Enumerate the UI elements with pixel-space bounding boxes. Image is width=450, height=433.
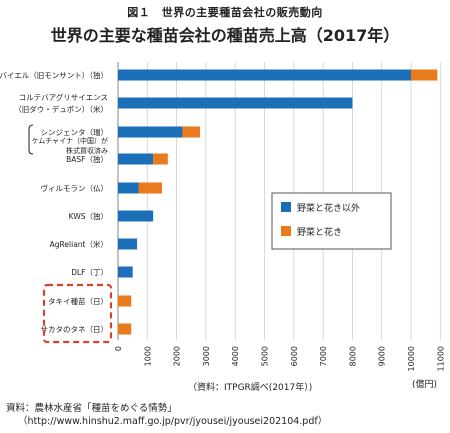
- x-tick-label: 8000: [348, 346, 357, 366]
- bar-non-vegetable: [118, 97, 353, 109]
- category-label: DLF（丁）: [71, 268, 108, 277]
- figure-caption: 図１ 世界の主要種苗会社の販売動向: [127, 6, 323, 19]
- category-label: AgReliant（米）: [50, 239, 108, 249]
- x-tick-label: 10000: [407, 346, 416, 371]
- unit-label: (億円): [412, 378, 437, 390]
- source-line-1: 資料：農林水産省「種苗をめぐる情勢」: [6, 403, 177, 414]
- bar-vegetable: [118, 295, 132, 307]
- annotation-bracket: [28, 124, 34, 155]
- x-tick-label: 9000: [378, 346, 387, 366]
- bar-non-vegetable: [118, 153, 154, 165]
- bar-vegetable: [411, 69, 438, 81]
- bar-non-vegetable: [118, 126, 183, 138]
- data-note: （資料：ITPGR調べ(2017年）): [188, 381, 312, 393]
- x-tick-label: 6000: [290, 346, 299, 366]
- annotation-text: ケムチャイナ（中国）が: [32, 136, 108, 145]
- x-tick-label: 7000: [319, 346, 328, 366]
- category-label: BASF（独）: [66, 154, 108, 164]
- bar-non-vegetable: [118, 69, 411, 81]
- source-block: 資料：農林水産省「種苗をめぐる情勢」 （http://www.hinshu2.m…: [6, 402, 327, 428]
- chart-title: 世界の主要な種苗会社の種苗売上高（2017年）: [50, 26, 400, 45]
- legend-label: 野菜と花き以外: [297, 202, 360, 214]
- annotation-text: 株式買収済み: [66, 146, 108, 155]
- x-tick-label: 1000: [143, 346, 152, 366]
- x-tick-label: 5000: [261, 346, 270, 366]
- highlight-box: [42, 283, 113, 344]
- bar-vegetable: [153, 153, 168, 165]
- bar-non-vegetable: [118, 182, 139, 194]
- category-label: コルテバアグリサイエンス: [19, 92, 108, 102]
- category-label: タキイ種苗（日）: [48, 296, 108, 306]
- category-label: ヴィルモラン（仏）: [41, 183, 109, 193]
- legend-swatch: [281, 202, 291, 212]
- x-tick-label: 2000: [173, 346, 182, 366]
- bar-non-vegetable: [118, 266, 133, 278]
- x-tick-label: 3000: [202, 346, 211, 366]
- bar-vegetable: [138, 182, 162, 194]
- category-label: KWS（独）: [69, 211, 108, 221]
- legend-label: 野菜と花き: [297, 226, 342, 238]
- category-label: バイエル（旧モンサント）（独）: [0, 70, 108, 80]
- source-line-2: （http://www.hinshu2.maff.go.jp/pvr/jyous…: [18, 416, 328, 427]
- bar-non-vegetable: [118, 238, 138, 250]
- bar-vegetable: [118, 323, 132, 335]
- category-label: シンジェンタ（瑞）: [41, 127, 109, 137]
- bar-vegetable: [182, 126, 201, 138]
- category-label: （旧ダウ・デュポン）（米）: [14, 104, 108, 114]
- bar-non-vegetable: [118, 210, 154, 222]
- legend-box: [271, 192, 392, 250]
- category-label: サカタのタネ（日）: [41, 325, 109, 334]
- legend-swatch: [281, 226, 291, 236]
- x-tick-label: 4000: [231, 346, 240, 366]
- x-tick-label: 0: [114, 346, 123, 351]
- x-tick-label: 11000: [436, 346, 445, 371]
